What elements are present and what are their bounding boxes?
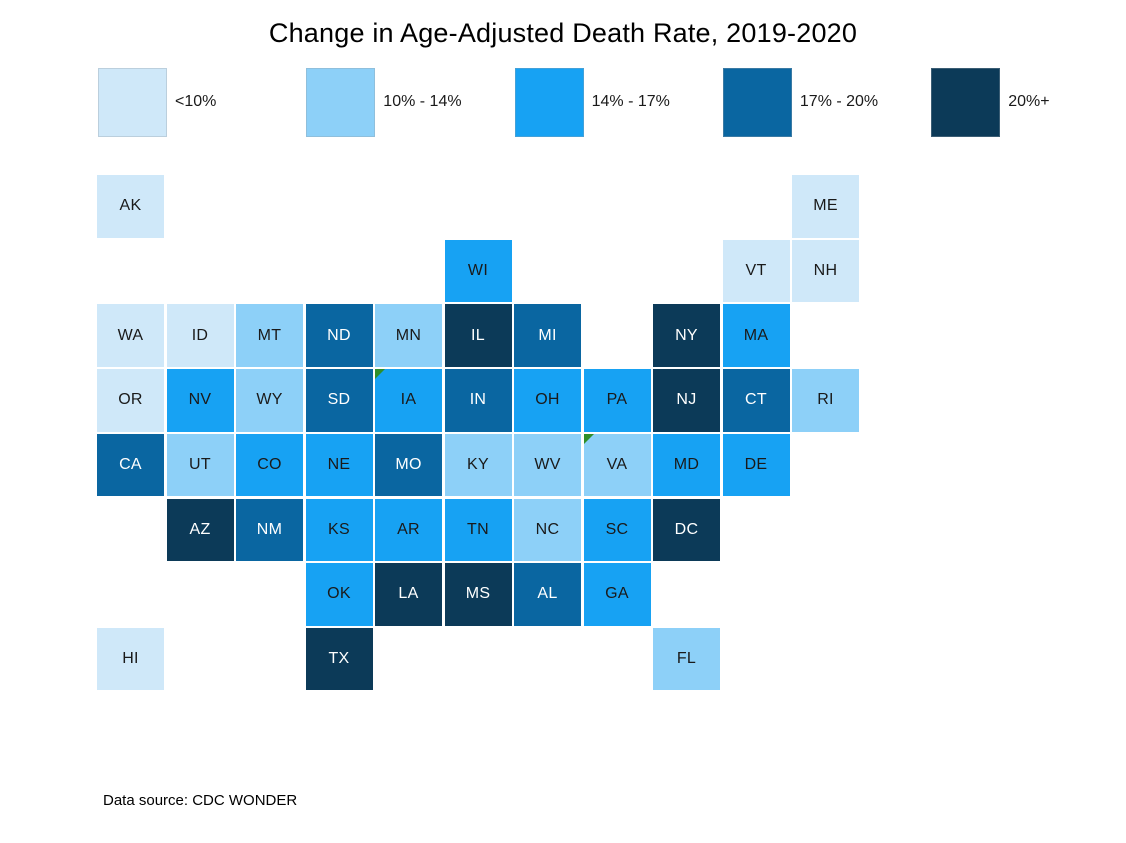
legend-item-4: 20%+	[931, 68, 1126, 137]
state-tile-NH: NH	[792, 239, 859, 303]
state-tile-TN: TN	[444, 498, 512, 561]
green-corner-marker-icon	[583, 433, 594, 444]
state-tile-IL: IL	[444, 304, 512, 367]
state-tile-MA: MA	[722, 304, 790, 367]
state-tile-WY: WY	[236, 369, 303, 432]
state-tile-VA: VA	[583, 433, 651, 497]
state-tile-ID: ID	[166, 304, 234, 367]
state-tile-WA: WA	[97, 304, 164, 367]
state-tile-AZ: AZ	[166, 498, 234, 561]
legend-swatch	[722, 68, 792, 137]
legend-item-1: 10% - 14%	[306, 68, 511, 137]
state-tile-AK: AK	[97, 175, 164, 238]
state-tile-NV: NV	[166, 369, 234, 432]
state-tile-AR: AR	[375, 498, 442, 561]
state-tile-MD: MD	[653, 433, 720, 497]
state-tile-NC: NC	[514, 498, 581, 561]
source-note: Data source: CDC WONDER	[103, 792, 298, 809]
green-corner-marker-icon	[375, 369, 385, 380]
legend-swatch	[931, 68, 1001, 137]
state-tile-GA: GA	[583, 563, 651, 626]
state-tile-ND: ND	[305, 304, 373, 367]
state-tile-DC: DC	[653, 498, 720, 561]
state-tile-OH: OH	[514, 369, 581, 432]
state-tile-VT: VT	[722, 239, 790, 303]
state-tile-AL: AL	[514, 563, 581, 626]
legend-item-2: 14% - 17%	[514, 68, 720, 137]
state-tile-DE: DE	[722, 433, 790, 497]
state-tile-WI: WI	[444, 239, 512, 303]
state-tile-CO: CO	[236, 433, 303, 497]
legend-label: 10% - 14%	[383, 93, 462, 110]
state-tile-FL: FL	[653, 627, 720, 691]
state-tile-ME: ME	[792, 175, 859, 238]
legend-swatch	[514, 68, 584, 137]
state-tile-UT: UT	[166, 433, 234, 497]
state-tile-MO: MO	[375, 433, 442, 497]
state-tile-MI: MI	[514, 304, 581, 367]
state-tile-IN: IN	[444, 369, 512, 432]
legend-label: 20%+	[1008, 93, 1050, 110]
chart-title: Change in Age-Adjusted Death Rate, 2019-…	[268, 18, 858, 48]
state-tile-NY: NY	[653, 304, 720, 367]
state-tile-NJ: NJ	[653, 369, 720, 432]
state-tile-KS: KS	[305, 498, 373, 561]
state-tile-RI: RI	[792, 369, 859, 432]
legend-label: 17% - 20%	[799, 93, 879, 110]
state-tile-OR: OR	[97, 369, 164, 432]
state-tile-SD: SD	[305, 369, 373, 432]
legend-item-3: 17% - 20%	[722, 68, 928, 137]
legend-swatch	[306, 68, 376, 137]
state-tile-PA: PA	[583, 369, 651, 432]
state-tile-SC: SC	[583, 498, 651, 561]
state-tile-WV: WV	[514, 433, 581, 497]
state-tile-NE: NE	[305, 433, 373, 497]
legend-label: <10%	[175, 93, 217, 110]
state-tile-LA: LA	[375, 563, 442, 626]
legend-swatch	[98, 68, 167, 137]
state-tile-NM: NM	[236, 498, 303, 561]
state-tile-IA: IA	[375, 369, 442, 432]
state-tile-CA: CA	[97, 433, 164, 497]
legend-label: 14% - 17%	[591, 93, 670, 110]
state-tile-MS: MS	[444, 563, 512, 626]
state-tile-TX: TX	[305, 627, 373, 691]
legend-item-0: <10%	[98, 68, 303, 137]
state-tile-HI: HI	[97, 627, 164, 691]
state-tile-MT: MT	[236, 304, 303, 367]
state-tile-CT: CT	[722, 369, 790, 432]
state-tile-KY: KY	[444, 433, 512, 497]
state-tile-MN: MN	[375, 304, 442, 367]
state-tile-OK: OK	[305, 563, 373, 626]
